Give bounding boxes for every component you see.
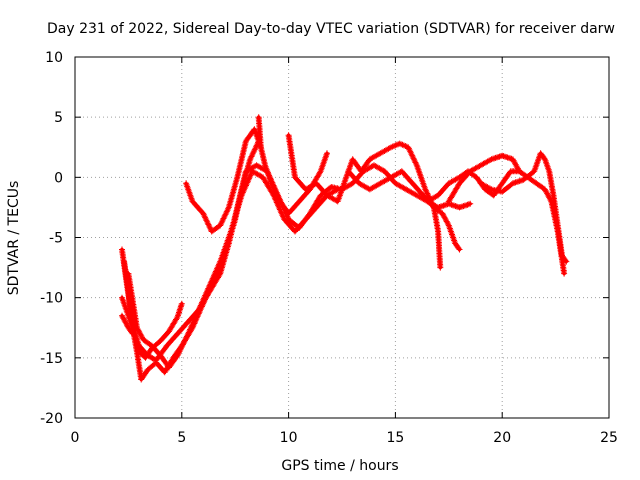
y-tick-label: -15 (40, 351, 63, 367)
y-tick-label: -20 (40, 411, 63, 427)
y-tick-label: -10 (40, 291, 63, 307)
y-tick-label: 0 (54, 170, 63, 186)
y-axis-label: SDTVAR / TECUs (6, 181, 22, 296)
series-markers (183, 126, 264, 235)
series-markers (121, 138, 262, 383)
series-trace-5 (183, 126, 264, 235)
series-trace-13 (119, 312, 136, 337)
series-trace-3 (125, 162, 410, 371)
series-markers (119, 168, 341, 364)
series-line (286, 133, 462, 252)
series-markers (477, 150, 570, 265)
x-tick-label: 25 (600, 430, 618, 446)
series-markers (125, 162, 410, 371)
series-trace-8 (345, 168, 444, 271)
chart-title: Day 231 of 2022, Sidereal Day-to-day VTE… (47, 21, 615, 37)
x-tick-label: 5 (177, 430, 186, 446)
series-markers (345, 168, 444, 271)
series-trace-4 (119, 168, 341, 364)
series-line (479, 151, 569, 264)
series-markers (285, 132, 463, 253)
series-markers (119, 312, 136, 337)
series-trace-7 (285, 132, 463, 253)
series-trace-2 (121, 138, 262, 383)
x-tick-label: 20 (493, 430, 511, 446)
y-tick-label: -5 (49, 231, 63, 247)
x-tick-label: 10 (280, 430, 298, 446)
y-tick-label: 10 (45, 50, 63, 66)
data-traces (119, 114, 570, 383)
axis-ticks: 0 5 10 15 20 25 -20 -15 -10 -5 0 5 10 (40, 50, 618, 446)
x-axis-label: GPS time / hours (281, 458, 398, 474)
series-trace-12 (477, 150, 570, 265)
series-markers (445, 152, 523, 205)
series-trace-11 (445, 152, 523, 205)
series-line (126, 163, 408, 370)
x-tick-label: 15 (386, 430, 404, 446)
y-tick-label: 5 (54, 110, 63, 126)
x-tick-label: 0 (71, 430, 80, 446)
